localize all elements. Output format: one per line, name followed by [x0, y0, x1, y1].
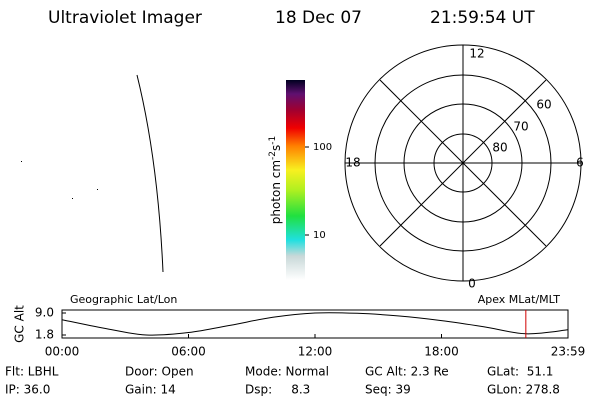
orbit-plot: 9.0 1.8 00:00 06:00 12:00 18:00 23:59 [35, 306, 585, 359]
dot [21, 161, 22, 162]
mlt-label: 12 [469, 47, 484, 61]
footer-field: GLat: 51.1 [487, 365, 553, 379]
footer-field: GC Alt: 2.3 Re [365, 365, 449, 379]
ring-label: 80 [492, 141, 507, 155]
y-tick-label: 9.0 [35, 306, 54, 320]
x-tick-label: 18:00 [424, 345, 459, 359]
limb-trace [136, 74, 164, 273]
x-tick-label: 06:00 [171, 345, 206, 359]
colorbar-tick-label: 10 [313, 230, 326, 241]
orbit-left-title: Geographic Lat/Lon [70, 293, 177, 306]
exponent: -2 [268, 151, 278, 160]
footer-field: Dsp: 8.3 [245, 383, 310, 397]
footer-field: Door: Open [125, 365, 194, 379]
instrument: Ultraviolet Imager [48, 8, 202, 28]
date: 18 Dec 07 [275, 8, 362, 28]
x-tick-label: 00:00 [45, 345, 80, 359]
mlt-label: 0 [468, 277, 476, 291]
x-tick-label: 23:59 [551, 345, 586, 359]
footer-field: Mode: Normal [245, 365, 329, 379]
footer-field: GLon: 278.8 [487, 383, 560, 397]
ring-label: 60 [536, 98, 551, 112]
exponent: -1 [268, 136, 278, 145]
orbit-right-title: Apex MLat/MLT [478, 293, 561, 306]
footer-field: Seq: 39 [365, 383, 411, 397]
colorbar-tick-label: 100 [313, 142, 332, 153]
footer-field: Flt: LBHL [5, 365, 59, 379]
unit: photon cm [269, 160, 283, 224]
colorbar [286, 80, 305, 280]
dot [97, 189, 98, 190]
y-tick-label: 1.8 [35, 328, 54, 342]
footer-field: Gain: 14 [125, 383, 176, 397]
mlt-label: 18 [345, 156, 360, 170]
footer-field: IP: 36.0 [5, 383, 50, 397]
mlt-label: 6 [576, 156, 584, 170]
altitude-curve [61, 312, 569, 336]
ring-label: 70 [513, 120, 528, 134]
orbit-ylabel: GC Alt [13, 305, 27, 343]
time: 21:59:54 UT [430, 8, 535, 28]
colorbar-label: photon cm-2s-1 [268, 136, 283, 225]
x-tick-label: 12:00 [298, 345, 333, 359]
spoke [379, 79, 547, 247]
polar-grid [344, 44, 582, 282]
unit: s [269, 145, 283, 151]
dot [72, 198, 73, 199]
footer: Flt: LBHL Door: Open Mode: Normal GC Alt: 2… [5, 365, 560, 397]
